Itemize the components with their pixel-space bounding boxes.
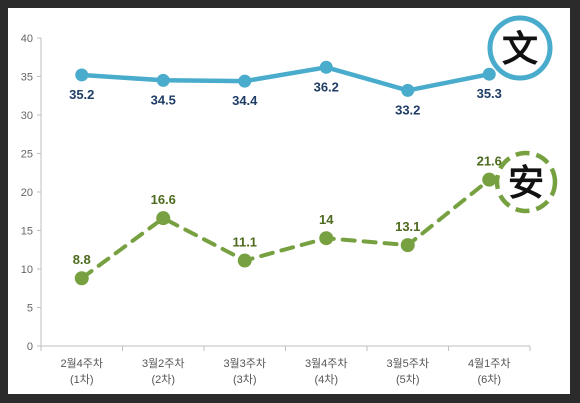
y-tick-label: 25 <box>21 149 33 161</box>
data-point <box>74 271 89 286</box>
x-tick-label: 4월1주차 (6차) <box>468 357 511 386</box>
data-label: 14 <box>319 212 334 227</box>
line-chart: 0 5 10 15 20 25 30 35 40 2월4주차 (1차) 3월2주차 (2차) 3월3주차(… <box>21 15 558 386</box>
series-layer <box>74 60 497 286</box>
x-tick-label: 3월5주차 (5차) <box>386 357 429 386</box>
y-tick-label: 30 <box>21 110 33 122</box>
data-label: 16.6 <box>151 192 176 207</box>
y-tick-label: 15 <box>21 226 33 238</box>
data-point <box>156 73 170 87</box>
data-label: 33.2 <box>395 102 420 117</box>
data-point <box>482 172 497 187</box>
y-tick-label: 5 <box>27 303 33 315</box>
x-tick-label: 2월4주차 (1차) <box>60 357 103 386</box>
badges-layer: 文安 <box>487 15 558 214</box>
data-label: 34.5 <box>151 92 176 107</box>
data-label: 13.1 <box>395 219 420 234</box>
data-label: 21.6 <box>477 154 502 169</box>
y-tick-label: 40 <box>21 33 33 45</box>
labels-layer: 35.2 34.5 34.4 36.2 33.2 35.3 8.8 16.6 11.1 14 13.… <box>69 79 502 267</box>
data-label: 36.2 <box>314 79 339 94</box>
y-tick-label: 10 <box>21 264 33 276</box>
data-point <box>237 253 252 268</box>
series-badge-2 <box>494 150 558 214</box>
series-badge-label-2: 安 <box>508 163 544 204</box>
x-tick-label: 3월4주차 (4차) <box>305 357 348 386</box>
y-tick-label: 20 <box>21 187 33 199</box>
data-point <box>319 231 334 246</box>
data-point <box>400 238 415 253</box>
series-badge-label-1: 文 <box>502 29 538 70</box>
data-label: 35.2 <box>69 87 94 102</box>
series-line-2 <box>79 177 492 281</box>
data-point <box>238 74 252 88</box>
data-point <box>319 60 333 74</box>
data-point <box>156 211 171 226</box>
chart-frame: 0 5 10 15 20 25 30 35 40 2월4주차 (1차) 3월2주차 (2차) 3월3주차(… <box>8 8 570 394</box>
data-point <box>401 83 415 97</box>
data-label: 11.1 <box>232 235 257 250</box>
x-tick-label: 3월3주차 (3차) <box>223 357 266 386</box>
x-tick-label: 3월2주차 (2차) <box>142 357 185 386</box>
series-badge-1 <box>487 15 553 81</box>
y-tick-label: 35 <box>21 72 33 84</box>
axes: 0 5 10 15 20 25 30 35 40 2월4주차 (1차) 3월2주차 (2차) 3월3주차(… <box>21 33 531 386</box>
data-label: 8.8 <box>73 252 91 267</box>
series-line-1 <box>79 65 492 93</box>
data-point <box>482 67 496 81</box>
data-label: 34.4 <box>232 93 258 108</box>
y-tick-label: 0 <box>27 341 33 353</box>
data-point <box>75 68 89 82</box>
data-label: 35.3 <box>477 86 502 101</box>
